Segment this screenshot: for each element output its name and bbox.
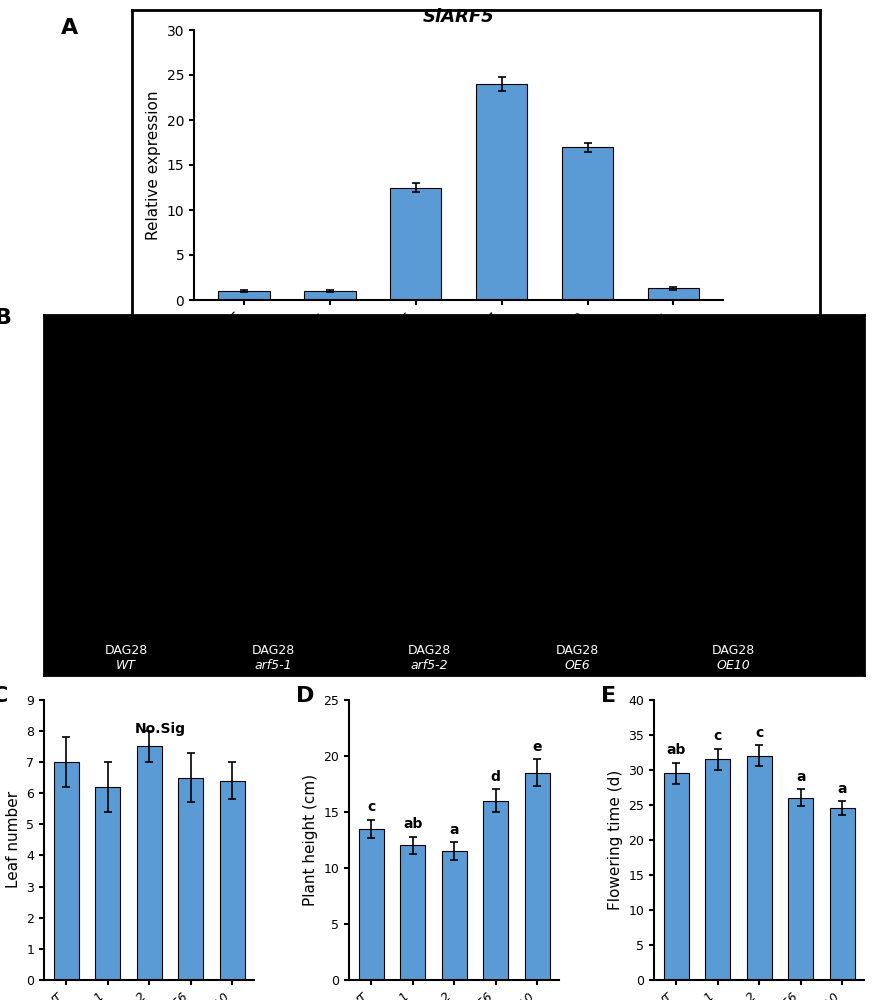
Text: e: e — [533, 740, 542, 754]
Text: B: B — [0, 308, 11, 328]
Text: DAG28: DAG28 — [408, 644, 452, 657]
Bar — [218, 291, 270, 300]
Text: arf5-2: arf5-2 — [411, 659, 448, 672]
Bar — [483, 801, 508, 980]
Text: WT: WT — [116, 659, 136, 672]
Text: ab: ab — [667, 743, 685, 757]
Text: DAG28: DAG28 — [556, 644, 599, 657]
Bar — [830, 808, 855, 980]
Y-axis label: Relative expression: Relative expression — [146, 90, 161, 240]
Title: SlARF5: SlARF5 — [422, 8, 495, 26]
Text: c: c — [367, 800, 375, 814]
Bar — [747, 756, 772, 980]
Bar — [220, 781, 245, 980]
Bar — [390, 188, 442, 300]
Bar — [647, 288, 699, 300]
Text: a: a — [450, 823, 459, 837]
Bar — [137, 746, 161, 980]
Text: No.Sig: No.Sig — [134, 722, 185, 736]
Bar — [54, 762, 78, 980]
Y-axis label: Leaf number: Leaf number — [6, 791, 21, 888]
Bar — [178, 778, 203, 980]
Text: A: A — [61, 18, 78, 38]
Bar — [789, 798, 813, 980]
Bar — [359, 829, 384, 980]
Text: c: c — [755, 726, 763, 740]
Bar — [562, 147, 613, 300]
Text: OE10: OE10 — [716, 659, 750, 672]
Text: arf5-1: arf5-1 — [255, 659, 293, 672]
Text: D: D — [296, 686, 315, 706]
Y-axis label: Plant height (cm): Plant height (cm) — [303, 774, 318, 906]
Text: ab: ab — [403, 817, 422, 831]
Bar — [475, 84, 527, 300]
Text: d: d — [491, 770, 501, 784]
Text: a: a — [838, 782, 847, 796]
Bar — [95, 787, 120, 980]
Text: OE6: OE6 — [564, 659, 590, 672]
Text: DAG28: DAG28 — [104, 644, 148, 657]
Bar — [525, 773, 549, 980]
Bar — [663, 773, 689, 980]
Bar — [400, 845, 425, 980]
Bar — [304, 291, 355, 300]
Bar — [706, 759, 730, 980]
Text: a: a — [796, 770, 805, 784]
Text: E: E — [602, 686, 617, 706]
Y-axis label: Flowering time (d): Flowering time (d) — [608, 770, 623, 910]
Text: DAG28: DAG28 — [712, 644, 755, 657]
Text: C: C — [0, 686, 8, 706]
Text: c: c — [714, 729, 721, 743]
Text: DAG28: DAG28 — [252, 644, 295, 657]
Bar — [442, 851, 467, 980]
